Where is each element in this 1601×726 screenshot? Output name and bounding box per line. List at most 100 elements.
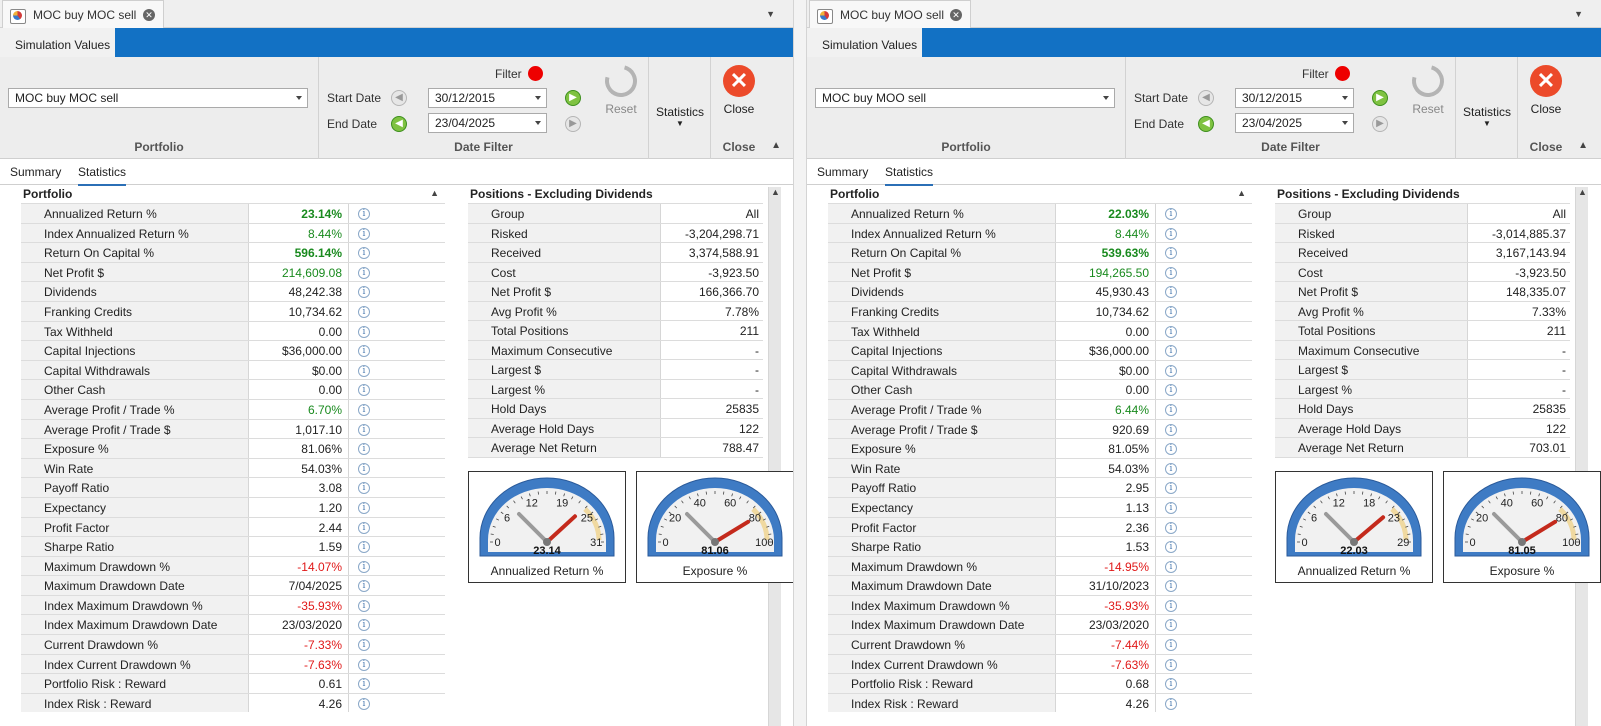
info-icon[interactable]: i — [358, 619, 370, 632]
info-icon[interactable]: i — [358, 423, 370, 436]
info-icon[interactable]: i — [1165, 462, 1177, 475]
statistics-dropdown-button[interactable]: Statistics ▼ — [652, 105, 708, 128]
info-icon[interactable]: i — [1165, 208, 1177, 220]
info-icon[interactable]: i — [1165, 443, 1177, 456]
info-icon[interactable]: i — [1165, 364, 1177, 377]
collapse-section-icon[interactable]: ▲ — [430, 188, 439, 198]
info-icon[interactable]: i — [358, 403, 370, 416]
info-icon[interactable]: i — [358, 482, 370, 495]
statistics-dropdown-button[interactable]: Statistics ▼ — [1459, 105, 1515, 128]
start-date-input[interactable]: 30/12/2015 — [1235, 88, 1354, 108]
info-icon[interactable]: i — [1165, 639, 1177, 652]
info-icon[interactable]: i — [1165, 541, 1177, 554]
filter-status-dot[interactable] — [1335, 66, 1350, 81]
document-tab[interactable]: MOC buy MOC sell ✕ — [2, 0, 164, 28]
info-icon[interactable]: i — [1165, 286, 1177, 299]
ribbon-tab-simulation-values[interactable]: Simulation Values — [807, 28, 922, 57]
close-button[interactable]: ✕ Close — [1518, 65, 1574, 116]
info-icon[interactable]: i — [358, 501, 370, 514]
info-icon[interactable]: i — [1165, 678, 1177, 691]
end-date-prev-arrow-left-icon[interactable]: ◀ — [1198, 116, 1214, 132]
tab-list-dropdown-icon[interactable]: ▼ — [766, 9, 775, 19]
info-icon[interactable]: i — [358, 462, 370, 475]
info-icon[interactable]: i — [1165, 658, 1177, 671]
info-icon[interactable]: i — [1165, 560, 1177, 573]
stat-value: $36,000.00 — [249, 341, 349, 360]
vertical-scrollbar[interactable]: ▲ — [1575, 187, 1588, 726]
info-icon[interactable]: i — [1165, 345, 1177, 358]
end-date-input[interactable]: 23/04/2025 — [428, 113, 547, 133]
close-button[interactable]: ✕ Close — [711, 65, 767, 116]
info-icon[interactable]: i — [358, 443, 370, 456]
reset-button[interactable]: Reset — [1400, 59, 1456, 116]
info-icon[interactable]: i — [1165, 384, 1177, 397]
start-date-prev-arrow-left-icon[interactable]: ◀ — [1198, 90, 1214, 106]
end-date-prev-arrow-left-icon[interactable]: ◀ — [391, 116, 407, 132]
filter-status-dot[interactable] — [528, 66, 543, 81]
info-icon[interactable]: i — [1165, 227, 1177, 240]
info-icon[interactable]: i — [358, 521, 370, 534]
info-icon[interactable]: i — [1165, 501, 1177, 514]
info-icon[interactable]: i — [358, 325, 370, 338]
tab-statistics[interactable]: Statistics — [78, 165, 127, 186]
portfolio-select[interactable]: MOC buy MOO sell — [815, 88, 1115, 108]
stat-row-expectancy: Expectancy 1.13 i — [828, 496, 1252, 517]
info-icon[interactable]: i — [358, 345, 370, 358]
info-icon[interactable]: i — [1165, 403, 1177, 416]
info-icon[interactable]: i — [358, 384, 370, 397]
info-icon[interactable]: i — [358, 247, 370, 260]
start-date-next-arrow-right-icon[interactable]: ▶ — [565, 90, 581, 106]
info-icon[interactable]: i — [1165, 599, 1177, 612]
info-icon[interactable]: i — [1165, 521, 1177, 534]
scroll-up-icon[interactable]: ▲ — [1578, 187, 1587, 197]
vertical-scrollbar[interactable]: ▲ — [768, 187, 781, 726]
end-date-next-arrow-right-icon[interactable]: ▶ — [565, 116, 581, 132]
info-icon[interactable]: i — [1165, 305, 1177, 318]
start-date-next-arrow-right-icon[interactable]: ▶ — [1372, 90, 1388, 106]
info-icon[interactable]: i — [358, 541, 370, 554]
info-icon[interactable]: i — [1165, 697, 1177, 710]
info-icon[interactable]: i — [358, 639, 370, 652]
ribbon-tab-simulation-values[interactable]: Simulation Values — [0, 28, 115, 57]
tab-list-dropdown-icon[interactable]: ▼ — [1574, 9, 1583, 19]
portfolio-section-header[interactable]: Portfolio ▲ — [21, 187, 445, 203]
portfolio-section-header[interactable]: Portfolio ▲ — [828, 187, 1252, 203]
end-date-input[interactable]: 23/04/2025 — [1235, 113, 1354, 133]
info-icon[interactable]: i — [358, 697, 370, 710]
tab-summary[interactable]: Summary — [10, 165, 62, 179]
info-icon[interactable]: i — [358, 305, 370, 318]
collapse-section-icon[interactable]: ▲ — [1237, 188, 1246, 198]
tab-statistics[interactable]: Statistics — [885, 165, 934, 186]
reset-button[interactable]: Reset — [593, 59, 649, 116]
collapse-ribbon-icon[interactable]: ▲ — [771, 140, 781, 151]
info-icon[interactable]: i — [358, 560, 370, 573]
info-icon[interactable]: i — [358, 286, 370, 299]
start-date-prev-arrow-left-icon[interactable]: ◀ — [391, 90, 407, 106]
collapse-ribbon-icon[interactable]: ▲ — [1578, 140, 1588, 151]
tab-summary[interactable]: Summary — [817, 165, 869, 179]
scroll-up-icon[interactable]: ▲ — [771, 187, 780, 197]
start-date-input[interactable]: 30/12/2015 — [428, 88, 547, 108]
info-icon[interactable]: i — [1165, 247, 1177, 260]
info-icon[interactable]: i — [1165, 325, 1177, 338]
info-icon[interactable]: i — [358, 599, 370, 612]
info-icon[interactable]: i — [1165, 266, 1177, 279]
document-tab[interactable]: MOC buy MOO sell ✕ — [809, 0, 971, 28]
info-icon[interactable]: i — [1165, 580, 1177, 593]
info-icon[interactable]: i — [1165, 423, 1177, 436]
stat-value: 539.63% — [1056, 243, 1156, 262]
info-icon[interactable]: i — [358, 208, 370, 220]
info-icon[interactable]: i — [358, 227, 370, 240]
close-circle-icon[interactable]: ✕ — [143, 8, 155, 21]
info-icon[interactable]: i — [358, 364, 370, 377]
info-icon[interactable]: i — [358, 678, 370, 691]
close-circle-icon[interactable]: ✕ — [950, 8, 962, 21]
info-icon[interactable]: i — [358, 580, 370, 593]
panel-splitter[interactable] — [793, 0, 807, 726]
info-icon[interactable]: i — [1165, 482, 1177, 495]
info-icon[interactable]: i — [358, 658, 370, 671]
info-icon[interactable]: i — [1165, 619, 1177, 632]
end-date-next-arrow-right-icon[interactable]: ▶ — [1372, 116, 1388, 132]
portfolio-select[interactable]: MOC buy MOC sell — [8, 88, 308, 108]
info-icon[interactable]: i — [358, 266, 370, 279]
